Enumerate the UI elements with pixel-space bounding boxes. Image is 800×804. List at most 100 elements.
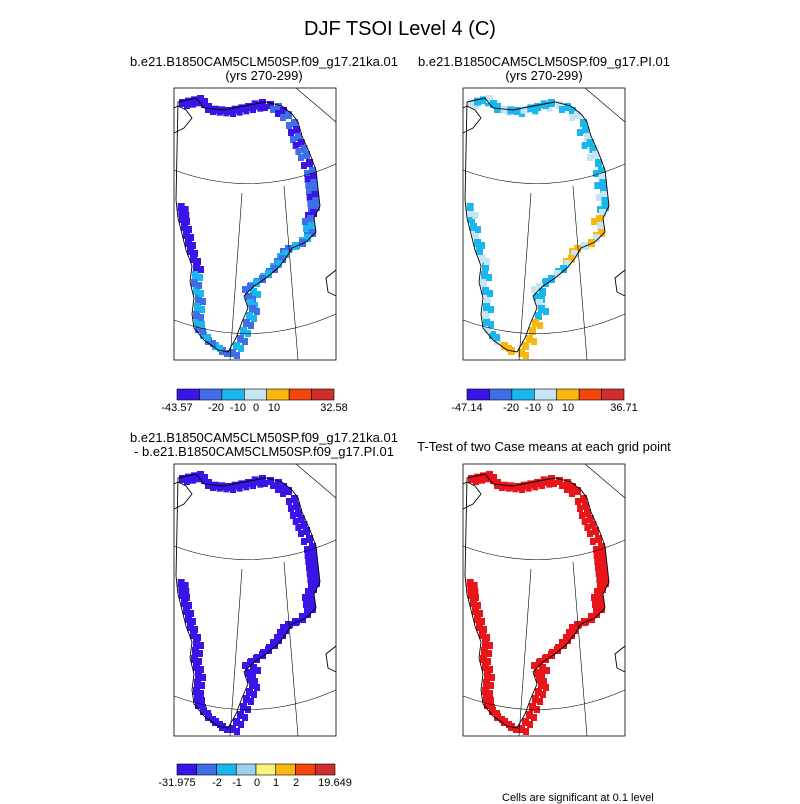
grid-cell bbox=[481, 626, 487, 633]
grid-cell bbox=[592, 151, 599, 159]
grid-cell bbox=[584, 524, 591, 531]
grid-cell bbox=[298, 154, 304, 161]
grid-cell bbox=[245, 293, 252, 301]
grid-cell bbox=[584, 133, 591, 141]
grid-cell bbox=[483, 679, 490, 687]
grid-cell bbox=[225, 107, 232, 115]
grid-cell bbox=[543, 102, 549, 109]
grid-cell bbox=[600, 185, 607, 193]
grid-cell bbox=[306, 194, 313, 201]
grid-cell bbox=[303, 225, 309, 232]
grid-cell bbox=[177, 579, 185, 587]
grid-cell bbox=[598, 167, 605, 175]
grid-cell bbox=[233, 342, 240, 350]
grid-cell bbox=[539, 664, 546, 672]
grid-cell bbox=[569, 107, 576, 115]
grid-cell bbox=[238, 480, 246, 489]
grid-cell bbox=[185, 97, 192, 106]
grid-cell bbox=[494, 710, 500, 717]
grid-cell bbox=[600, 561, 607, 569]
panel-1-title-line-2: (yrs 270-299) bbox=[225, 68, 303, 83]
grid-cell bbox=[468, 99, 475, 107]
grid-cell bbox=[520, 481, 528, 490]
grid-cell bbox=[554, 270, 561, 278]
grid-cell bbox=[483, 318, 490, 326]
grid-cell bbox=[587, 530, 593, 537]
grid-cell bbox=[291, 495, 298, 503]
grid-cell bbox=[548, 651, 555, 659]
grid-cell bbox=[300, 145, 308, 153]
grid-cell bbox=[253, 279, 260, 287]
grid-cell bbox=[179, 591, 186, 599]
grid-cell bbox=[270, 482, 276, 489]
grid-cell bbox=[306, 159, 313, 167]
grid-cell bbox=[489, 331, 496, 339]
grid-cell bbox=[489, 674, 495, 681]
grid-cell bbox=[193, 311, 200, 319]
grid-cell bbox=[181, 223, 188, 231]
grid-cell bbox=[542, 655, 549, 663]
grid-cell bbox=[201, 100, 208, 108]
grid-cell bbox=[234, 728, 240, 735]
grid-cell bbox=[479, 631, 486, 639]
colorbar-tick-label: -20 bbox=[208, 402, 224, 414]
grid-cell bbox=[599, 585, 606, 593]
grid-cell bbox=[580, 119, 587, 127]
iceland-coastline bbox=[325, 645, 337, 673]
grid-cell bbox=[589, 145, 597, 153]
panel-3-title-line-1: b.e21.B1850CAM5CLM50SP.f09_g17.21ka.01 bbox=[130, 430, 398, 445]
grid-cell bbox=[574, 621, 581, 629]
grid-cell bbox=[295, 509, 302, 517]
grid-cell bbox=[307, 576, 314, 583]
grid-cell bbox=[587, 154, 593, 161]
panel-4-title: T-Test of two Case means at each grid po… bbox=[394, 440, 694, 454]
grid-cell bbox=[304, 170, 310, 177]
grid-cell bbox=[310, 179, 318, 187]
grid-cell bbox=[582, 126, 589, 134]
colorbar-tick-label: -10 bbox=[525, 402, 541, 414]
colorbar-3 bbox=[176, 763, 336, 776]
grid-cell bbox=[600, 191, 608, 199]
grid-cell bbox=[248, 322, 254, 329]
grid-cell bbox=[506, 345, 512, 352]
grid-cell bbox=[231, 481, 239, 490]
grid-cell bbox=[468, 215, 475, 223]
grid-cell bbox=[309, 173, 317, 181]
grid-cell bbox=[534, 293, 541, 301]
grid-cell bbox=[197, 95, 204, 103]
grid-cell bbox=[597, 598, 604, 606]
grid-cell bbox=[295, 133, 302, 141]
grid-cell bbox=[192, 271, 199, 279]
grid-cell bbox=[199, 682, 205, 689]
grid-cell bbox=[595, 564, 601, 571]
grid-cell bbox=[474, 97, 481, 106]
grid-cell bbox=[198, 290, 204, 297]
grid-cell bbox=[306, 564, 312, 571]
grid-cells bbox=[466, 95, 609, 359]
ellesmere-coastline bbox=[173, 481, 193, 510]
grid-cell bbox=[601, 197, 609, 205]
grid-cell bbox=[472, 212, 479, 219]
grid-cell bbox=[286, 498, 292, 505]
grid-cell bbox=[598, 173, 606, 181]
grid-cell bbox=[238, 721, 244, 728]
grid-cell bbox=[267, 477, 274, 485]
grid-cell bbox=[543, 308, 549, 315]
grid-cell bbox=[190, 255, 197, 263]
grid-cell bbox=[574, 487, 581, 495]
grid-cell bbox=[181, 599, 188, 607]
grid-cell bbox=[581, 142, 588, 149]
grid-cell bbox=[484, 671, 491, 679]
grid-cell bbox=[190, 242, 196, 249]
ellesmere-coastline bbox=[462, 481, 482, 510]
grid-cell bbox=[195, 671, 202, 679]
grid-cell bbox=[271, 265, 278, 273]
grid-cell bbox=[182, 206, 189, 213]
grid-cell bbox=[599, 209, 606, 217]
colorbar-tick-label: -10 bbox=[230, 402, 246, 414]
grid-cell bbox=[531, 714, 537, 721]
grid-cell bbox=[559, 482, 565, 489]
grid-cell bbox=[211, 105, 219, 114]
grid-cell bbox=[466, 579, 474, 587]
grid-cell bbox=[178, 209, 186, 217]
